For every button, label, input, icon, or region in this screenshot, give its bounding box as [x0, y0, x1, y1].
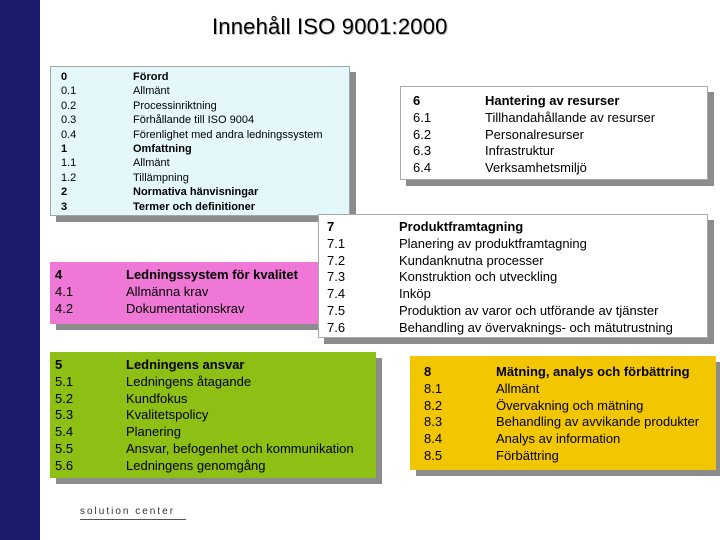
section-number: 5.6	[55, 457, 74, 473]
section-number: 0.2	[61, 99, 77, 112]
section-label: Ledningens genomgång	[126, 457, 266, 473]
footer-underline	[80, 519, 186, 520]
section-number: 8.2	[424, 397, 443, 413]
footer-logo-text: solution center	[80, 506, 176, 517]
page-title: Innehåll ISO 9001:2000	[212, 14, 448, 39]
section-label: Inköp	[399, 286, 431, 302]
section-box-4: 4 Ledningssystem för kvalitet 4.1 Allmänna …	[50, 262, 318, 324]
section-number: 7.5	[327, 303, 346, 318]
section-label: Ledningens åtagande	[126, 373, 252, 389]
section-label: Verksamhetsmiljö	[485, 160, 587, 176]
section-number: 1.1	[61, 157, 77, 170]
section-label: Övervakning och mätning	[496, 397, 644, 413]
section-number: 4.2	[55, 301, 74, 316]
section-number: 0.1	[61, 85, 77, 98]
section-number: 0	[61, 71, 68, 83]
section-number: 8.1	[424, 380, 443, 396]
section-label: Allmänt	[133, 157, 170, 170]
section-label: Kundfokus	[126, 390, 188, 406]
section-label: Ledningens ansvar	[126, 357, 245, 372]
section-number: 7.6	[327, 319, 346, 335]
section-box-8: 8 Mätning, analys och förbättring 8.1 Allmä…	[410, 356, 716, 470]
section-label: Tillämpning	[133, 171, 189, 184]
section-number: 0.4	[61, 128, 77, 141]
section-label: Infrastruktur	[485, 143, 555, 159]
section-label: Personalresurser	[485, 126, 584, 142]
section-number: 7	[327, 219, 335, 234]
section-number: 6.1	[413, 109, 432, 125]
section-label: Mätning, analys och förbättring	[496, 364, 690, 379]
section-label: Förenlighet med andra ledningssystem	[133, 128, 323, 141]
section-label: Hantering av resurser	[485, 93, 620, 108]
section-number: 7.4	[327, 286, 346, 302]
section-number: 7.3	[327, 269, 346, 285]
section-number: 8.5	[424, 448, 443, 463]
section-number: 5.5	[55, 441, 74, 456]
section-number: 6	[413, 93, 421, 108]
section-label: Kvalitetspolicy	[126, 407, 209, 423]
section-label: Omfattning	[133, 143, 192, 155]
section-label: Allmänna krav	[126, 284, 209, 299]
section-label: Ledningssystem för kvalitet	[126, 267, 298, 282]
section-number: 8	[424, 364, 432, 379]
sidebar-band	[0, 0, 40, 540]
section-number: 6.4	[413, 160, 432, 176]
section-label: Tillhandahållande av resurser	[485, 109, 656, 125]
section-label: Behandling av avvikande produkter	[496, 414, 700, 430]
section-label: Kundanknutna processer	[399, 252, 544, 268]
section-label: Ansvar, befogenhet och kommunikation	[126, 441, 354, 456]
section-number: 2	[61, 186, 68, 199]
section-number: 6.3	[413, 143, 432, 159]
section-label: Behandling av övervaknings- och mätutrus…	[399, 319, 673, 335]
section-label: Dokumentationskrav	[126, 301, 245, 316]
section-number: 5.3	[55, 407, 74, 423]
section-label: Processinriktning	[133, 99, 217, 112]
section-number: 5.2	[55, 390, 74, 406]
section-label: Konstruktion och utveckling	[399, 269, 558, 285]
section-label: Planering av produktframtagning	[399, 235, 587, 251]
section-box-intro: 0 Förord 0.1 Allmänt 0.2 Processinriktning 0.3…	[50, 66, 350, 216]
section-number: 7.2	[327, 252, 346, 268]
section-number: 3	[61, 200, 68, 213]
section-number: 5.1	[55, 373, 74, 389]
section-box-6: 6 Hantering av resurser 6.1 Tillhandahållan…	[400, 86, 708, 180]
section-label: Normativa hänvisningar	[133, 186, 259, 199]
section-box-5: 5 Ledningens ansvar 5.1 Ledningens åtagande…	[50, 352, 376, 478]
section-label: Förhållande till ISO 9004	[133, 114, 255, 127]
section-number: 1.2	[61, 171, 77, 184]
section-number: 5.4	[55, 424, 74, 440]
section-label: Förbättring	[496, 448, 559, 463]
section-number: 8.3	[424, 414, 443, 430]
section-label: Produktion av varor och utförande av tjä…	[399, 303, 659, 318]
section-label: Analys av information	[496, 431, 621, 447]
section-number: 7.1	[327, 235, 346, 251]
section-number: 5	[55, 357, 63, 372]
section-number: 1	[61, 143, 68, 155]
section-label: Allmänt	[496, 380, 540, 396]
section-label: Produktframtagning	[399, 219, 524, 234]
section-label: Allmänt	[133, 85, 170, 98]
section-number: 4	[55, 267, 63, 282]
section-number: 0.3	[61, 114, 77, 127]
section-label: Förord	[133, 71, 169, 83]
section-number: 6.2	[413, 126, 432, 142]
section-label: Termer och definitioner	[133, 200, 256, 213]
section-number: 8.4	[424, 431, 443, 447]
section-label: Planering	[126, 424, 181, 440]
section-box-7: 7 Produktframtagning 7.1 Planering av produ…	[318, 214, 708, 338]
section-number: 4.1	[55, 284, 74, 299]
